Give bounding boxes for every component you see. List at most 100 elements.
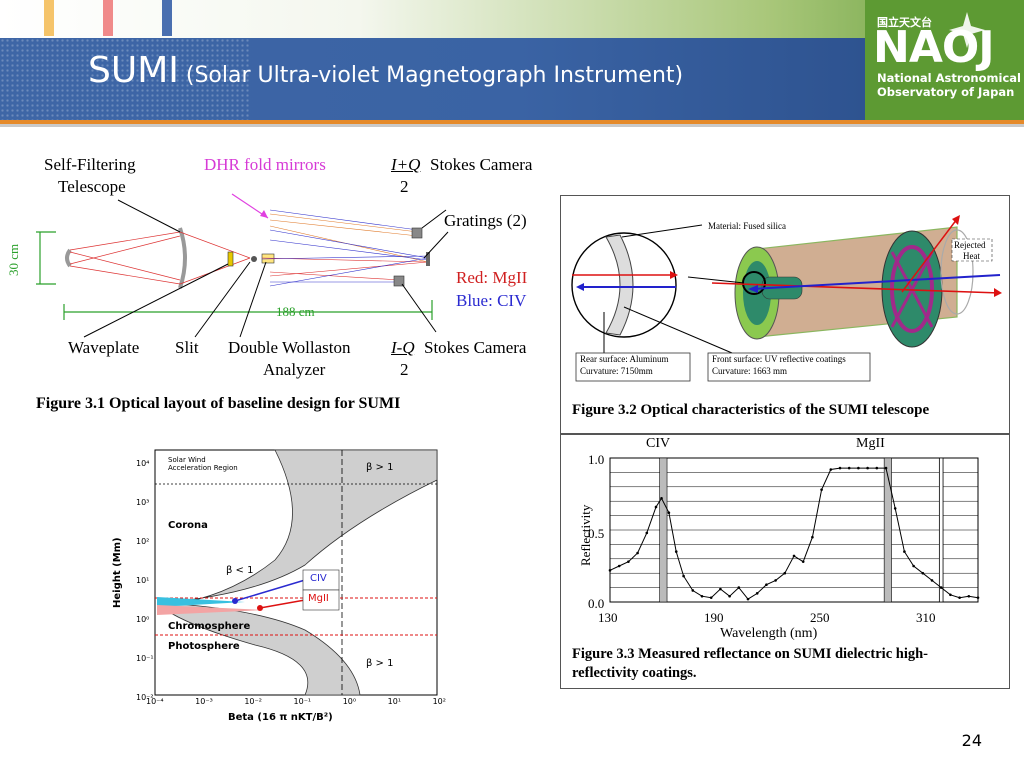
label-fig34-civ: CIV xyxy=(310,573,327,584)
label-corona: Corona xyxy=(168,520,208,531)
label-fig34-mgii: MgII xyxy=(308,593,329,604)
fig33-ytick: 0.5 xyxy=(588,526,605,541)
page-number: 24 xyxy=(961,731,982,750)
label-stokes-camera-bot: Stokes Camera xyxy=(424,338,527,357)
logo-line1: National Astronomical xyxy=(877,71,1021,85)
mgii-band xyxy=(883,457,892,603)
data-point xyxy=(627,560,630,563)
data-point xyxy=(674,550,678,553)
label-dhr-fold-mirrors: DHR fold mirrors xyxy=(204,155,326,174)
star-icon xyxy=(949,12,985,48)
data-point xyxy=(746,597,750,601)
label-line-mgii: MgII xyxy=(856,436,885,451)
data-point xyxy=(949,593,952,597)
label-solar-wind: Solar Wind xyxy=(168,456,206,464)
label-front-surface: Front surface: UV reflective coatings xyxy=(712,354,846,364)
series-line xyxy=(609,467,979,600)
data-point xyxy=(967,594,971,598)
right-box-divider xyxy=(560,433,1009,435)
fig34-xtick: 10⁻³ xyxy=(195,697,213,706)
fig34-ylabel: Height (Mm) xyxy=(112,537,123,608)
fig34-yticks: 10⁴ 10³ 10² 10¹ 10⁰ 10⁻¹ 10⁻² xyxy=(136,444,154,717)
label-waveplate: Waveplate xyxy=(68,338,140,357)
data-point xyxy=(857,466,860,470)
fig34-ytick: 10³ xyxy=(136,498,150,507)
label-telescope: Telescope xyxy=(58,177,126,196)
fig33-xtick: 310 xyxy=(916,610,936,625)
data-point xyxy=(645,531,649,535)
logo-line2: Observatory of Japan xyxy=(877,85,1015,99)
data-point xyxy=(903,550,906,553)
data-point xyxy=(875,466,879,470)
data-point xyxy=(866,466,869,470)
title-subtitle: (Solar Ultra-violet Magnetograph Instrum… xyxy=(178,63,684,88)
label-beta-gt1-bot: β > 1 xyxy=(366,658,394,669)
data-point xyxy=(893,507,897,510)
label-stokes-camera-top: Stokes Camera xyxy=(430,155,533,174)
reflectance-chart xyxy=(608,457,980,603)
fig34-xticks: 10⁻⁴ 10⁻³ 10⁻² 10⁻¹ 10⁰ 10¹ 10² xyxy=(146,697,446,706)
data-point xyxy=(765,583,768,587)
fig33-xlabel: Wavelength (nm) xyxy=(720,626,818,641)
data-point xyxy=(682,574,685,578)
data-point xyxy=(667,511,671,515)
label-iq-minus-den: 2 xyxy=(400,360,409,379)
data-point xyxy=(884,466,888,470)
data-point xyxy=(811,535,814,539)
data-point xyxy=(737,586,741,589)
fig34-xtick: 10⁻² xyxy=(244,697,262,706)
fig33-xtick: 190 xyxy=(704,610,724,625)
telescope-diagram xyxy=(571,215,1002,382)
label-slit: Slit xyxy=(175,338,199,357)
label-188cm: 188 cm xyxy=(276,304,315,319)
label-30cm: 30 cm xyxy=(6,243,21,276)
label-acceleration-region: Acceleration Region xyxy=(168,464,238,472)
header-orange-rule xyxy=(0,120,1024,124)
fig34-ytick: 10⁻² xyxy=(136,693,154,702)
data-point xyxy=(792,554,796,558)
fig34-xtick: 10¹ xyxy=(387,697,402,706)
label-rejected: Rejected xyxy=(954,240,986,250)
data-point xyxy=(930,579,934,582)
label-red-mgii: Red: MgII xyxy=(456,268,528,287)
fig33-xtick: 250 xyxy=(810,610,830,625)
label-iq-plus: I+Q xyxy=(391,155,421,174)
deco-square-yellow xyxy=(44,0,54,36)
fig34-xtick: 10⁻⁴ xyxy=(146,697,164,706)
data-point xyxy=(847,466,851,470)
data-point xyxy=(709,596,713,599)
data-point xyxy=(838,466,842,470)
fig33-ylabel: Reflectivity xyxy=(578,504,593,566)
caption-figure-3-3-line2: reflectivity coatings. xyxy=(572,665,697,681)
plasma-beta-diagram xyxy=(154,449,438,696)
label-heat: Heat xyxy=(963,251,980,261)
data-point xyxy=(660,497,663,500)
fig33-ytick: 1.0 xyxy=(588,452,605,467)
fig34-ytick: 10¹ xyxy=(136,576,150,585)
banner-dot-pattern xyxy=(0,38,250,120)
deco-square-pink xyxy=(103,0,113,36)
fig33-xtick: 130 xyxy=(598,610,618,625)
data-point xyxy=(608,569,612,572)
edge-band xyxy=(938,457,944,603)
logo-japanese: 国立天文台 xyxy=(877,16,932,29)
civ-band xyxy=(659,457,668,603)
fig33-ytick: 0.0 xyxy=(588,596,605,611)
label-chromosphere: Chromosphere xyxy=(168,621,251,632)
fig34-ytick: 10⁻¹ xyxy=(136,654,154,663)
header-gray-rule xyxy=(0,124,1024,127)
caption-figure-3-1: Figure 3.1 Optical layout of baseline de… xyxy=(36,395,401,412)
data-point xyxy=(719,587,722,591)
data-point xyxy=(976,596,980,599)
label-blue-civ: Blue: CIV xyxy=(456,291,527,310)
data-point xyxy=(958,596,961,599)
data-point xyxy=(636,551,639,555)
label-material: Material: Fused silica xyxy=(708,221,786,231)
caption-figure-3-3-line1: Figure 3.3 Measured reflectance on SUMI … xyxy=(572,646,928,662)
data-point xyxy=(755,592,759,595)
data-point xyxy=(700,594,704,598)
label-double-wollaston: Double Wollaston xyxy=(228,338,351,357)
fig34-ytick: 10⁴ xyxy=(136,459,150,468)
label-front-curvature: Curvature: 1663 mm xyxy=(712,366,787,376)
data-point xyxy=(728,594,731,598)
